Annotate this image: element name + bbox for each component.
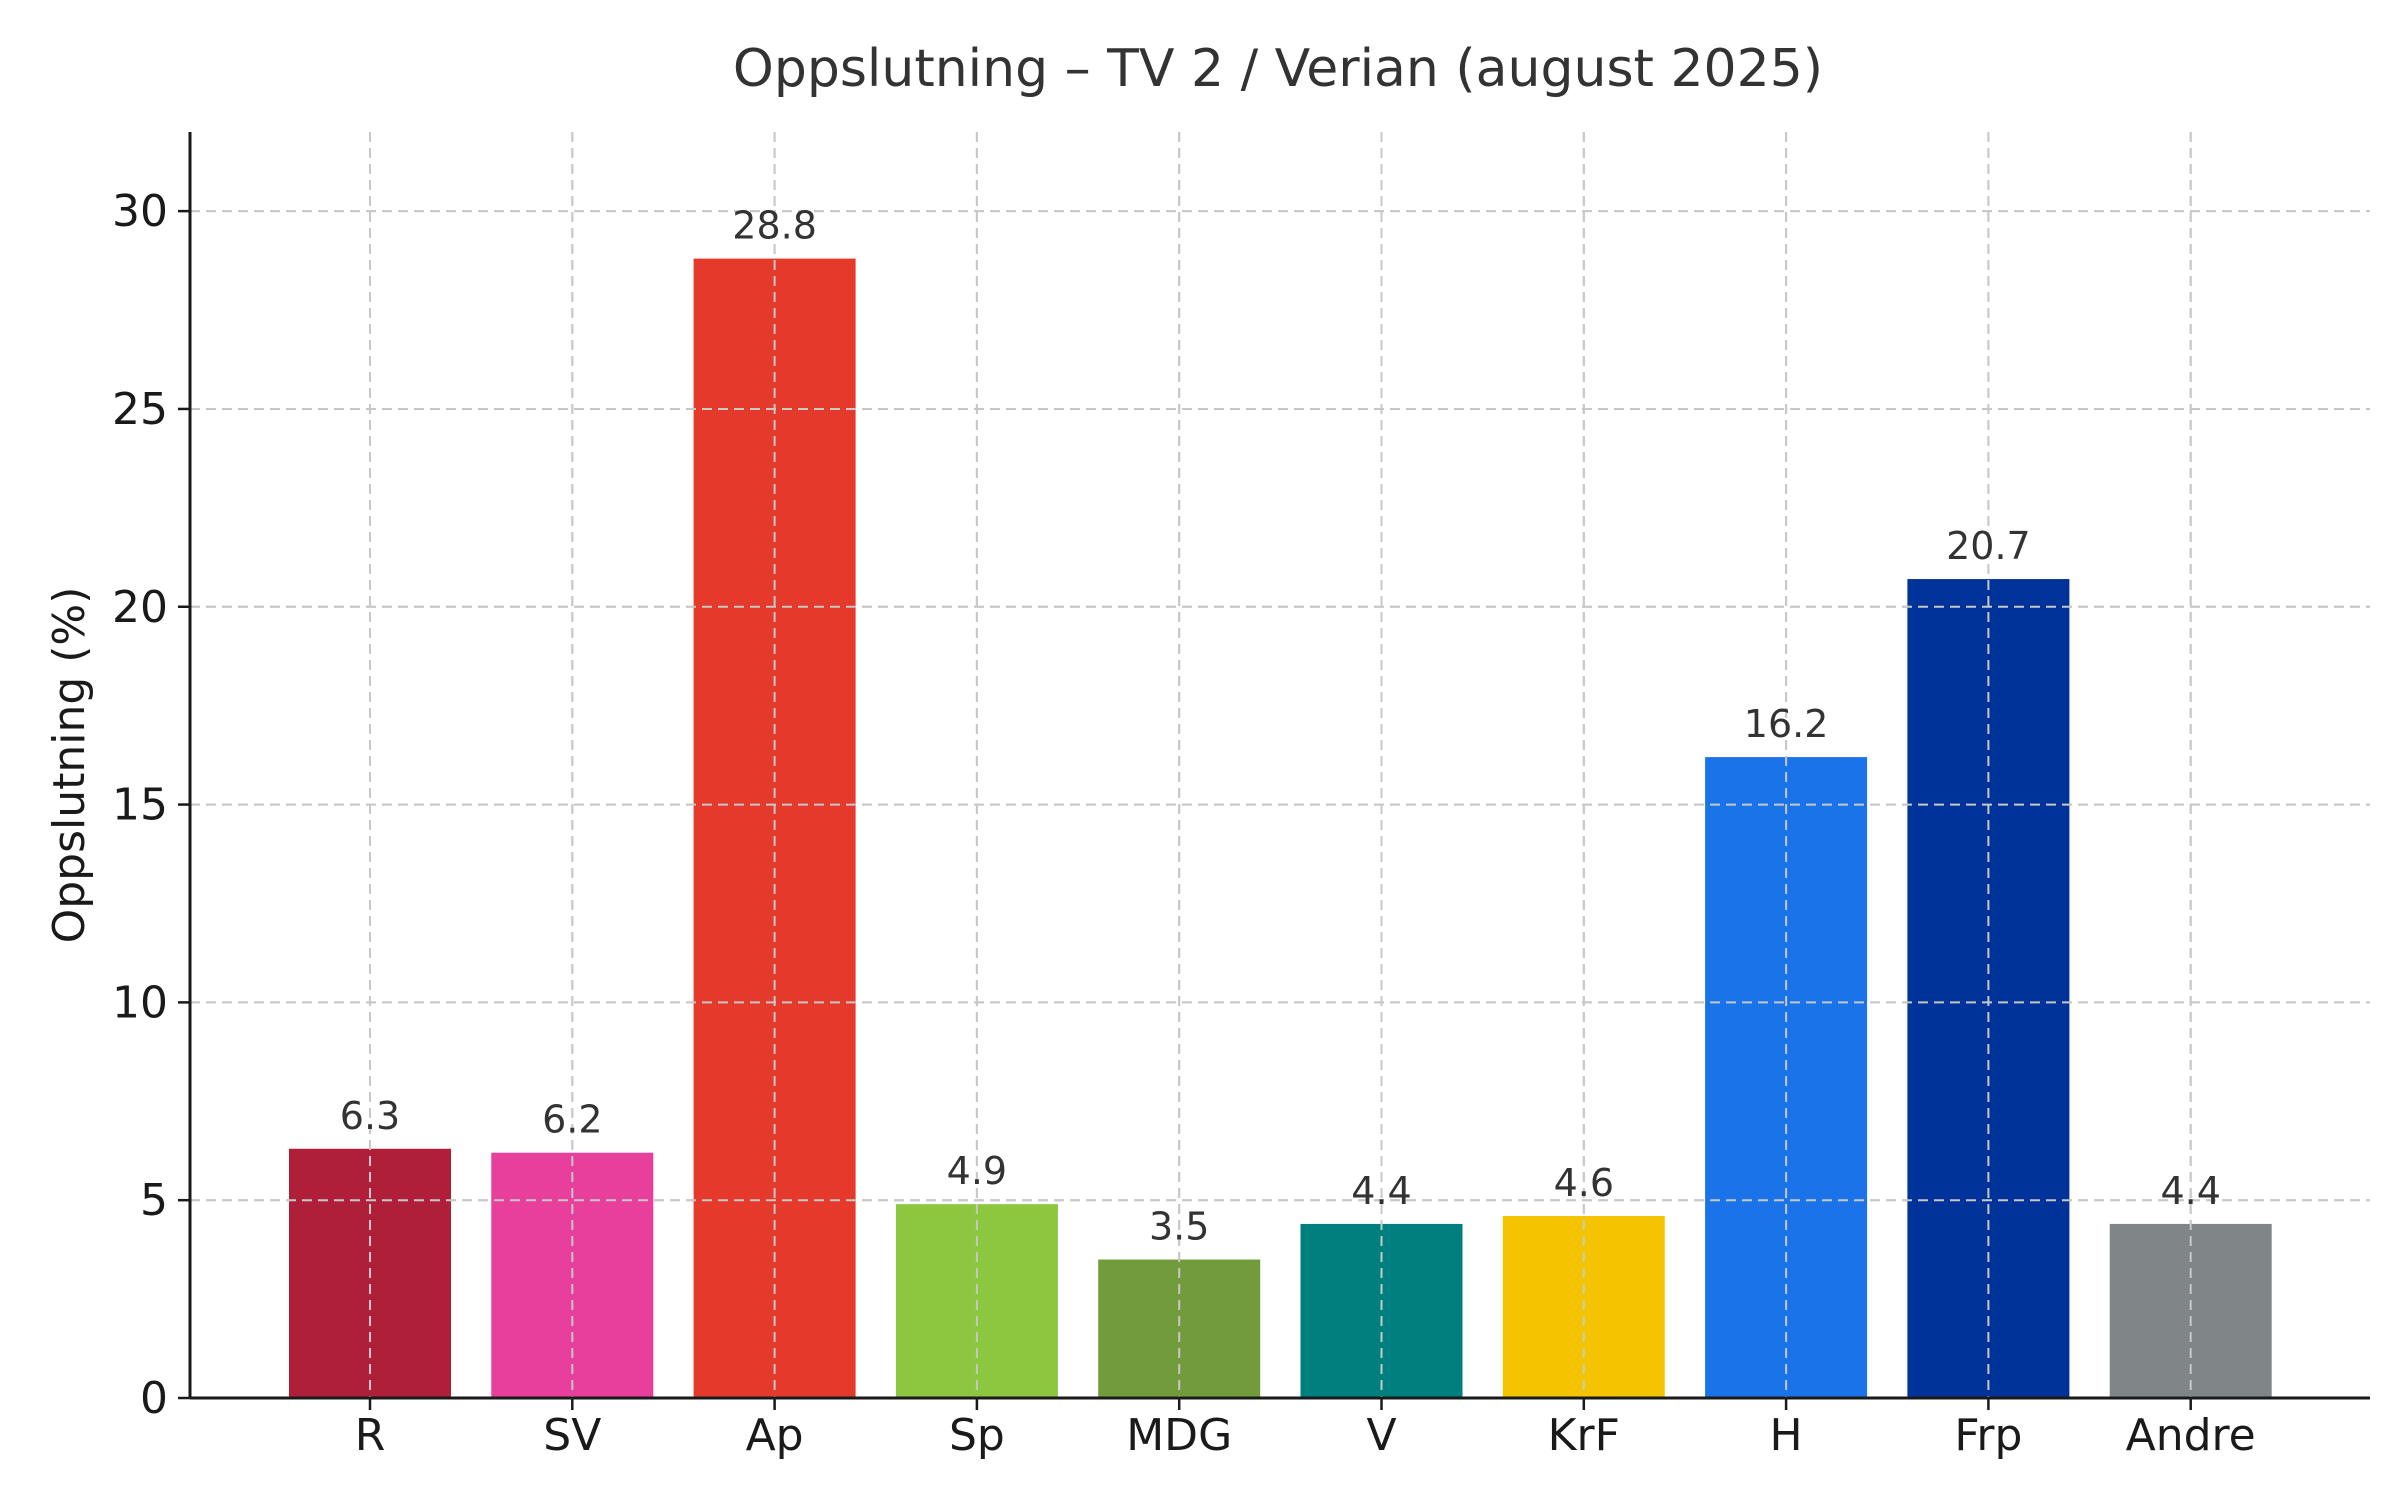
x-tick-label: Frp — [1954, 1410, 2022, 1461]
grid-overlay — [190, 132, 2370, 1398]
x-tick-label: MDG — [1126, 1410, 1232, 1461]
bars — [289, 258, 2272, 1399]
data-label: 6.2 — [542, 1098, 602, 1142]
data-label: 4.6 — [1554, 1161, 1614, 1205]
data-label: 4.9 — [947, 1149, 1007, 1193]
data-label: 6.3 — [340, 1094, 400, 1138]
data-label: 16.2 — [1744, 702, 1829, 746]
x-tick-label: Ap — [746, 1410, 804, 1461]
y-tick-label: 30 — [112, 186, 168, 237]
x-tick-label: KrF — [1548, 1410, 1620, 1461]
chart-title: Oppslutning – TV 2 / Verian (august 2025… — [733, 39, 1823, 99]
data-label: 4.4 — [1351, 1169, 1411, 1213]
bar-mdg — [1098, 1259, 1261, 1398]
data-label: 20.7 — [1946, 524, 2031, 568]
x-tick-label: Andre — [2126, 1410, 2256, 1461]
data-label: 3.5 — [1149, 1205, 1209, 1249]
x-tick-label: R — [355, 1410, 386, 1461]
labels: 0 5 10 15 20 25 30 6.3 6.2 28.8 4.9 3.5 4.4 4.6 16.2 20… — [112, 186, 2256, 1461]
y-tick-label: 20 — [112, 582, 168, 633]
y-tick-label: 5 — [140, 1175, 168, 1226]
data-label: 4.4 — [2160, 1169, 2220, 1213]
data-label: 28.8 — [732, 204, 817, 248]
x-tick-label: Sp — [949, 1410, 1005, 1461]
x-tick-label: V — [1366, 1410, 1396, 1461]
x-tick-label: H — [1770, 1410, 1803, 1461]
y-tick-label: 0 — [140, 1373, 168, 1424]
y-tick-label: 25 — [112, 384, 168, 435]
y-tick-label: 15 — [112, 780, 168, 831]
y-tick-label: 10 — [112, 977, 168, 1028]
axes — [178, 132, 2370, 1410]
x-tick-label: SV — [543, 1410, 601, 1461]
y-axis-label: Oppslutning (%) — [44, 587, 95, 944]
